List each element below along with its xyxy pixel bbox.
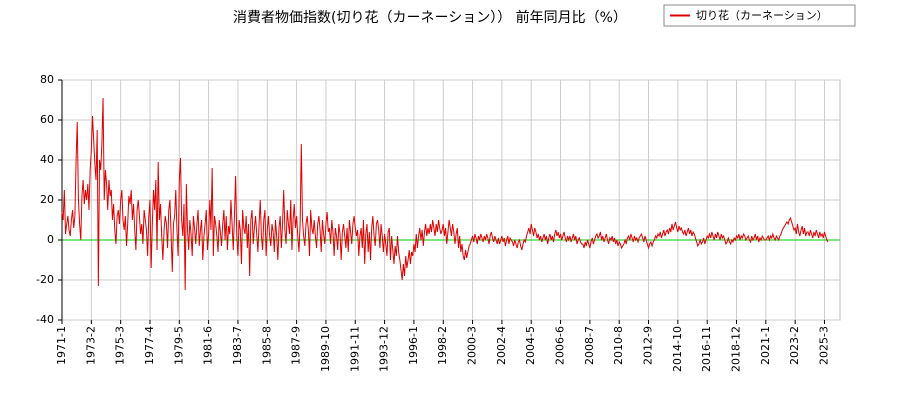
x-tick-label: 2010-8 [612,326,625,365]
x-tick-label: 1975-3 [114,326,127,365]
x-tick-label: 2021-1 [759,326,772,365]
x-tick-label: 2014-10 [671,326,684,372]
legend: 切り花（カーネーション） [663,4,856,27]
x-tick-label: 2016-11 [700,326,713,372]
x-tick-label: 2025-3 [817,326,830,365]
y-tick-label: 80 [40,73,54,86]
x-tick-label: 2000-3 [466,326,479,365]
chart-title: 消費者物価指数(切り花（カーネーション）） 前年同月比（%） [233,9,627,26]
y-tick-label: -20 [36,273,54,286]
x-tick-label: 2018-12 [730,326,743,372]
x-tick-label: 1985-8 [260,326,273,365]
legend-label: 切り花（カーネーション） [696,9,828,22]
y-tick-label: -40 [36,313,54,326]
x-tick-label: 1983-7 [231,326,244,365]
y-tick-label: 60 [40,113,54,126]
x-tick-label: 1971-1 [55,326,68,365]
x-tick-label: 1977-4 [143,326,156,365]
x-tick-label: 1996-1 [407,326,420,365]
x-tick-label: 1993-12 [378,326,391,372]
legend-box [663,4,856,27]
y-tick-label: 40 [40,153,54,166]
x-tick-label: 2008-7 [583,326,596,365]
x-tick-label: 1998-2 [436,326,449,365]
x-tick-label: 2006-6 [554,326,567,365]
x-tick-label: 1981-6 [202,326,215,365]
x-tick-label: 1989-10 [319,326,332,372]
x-tick-label: 1991-11 [348,326,361,372]
x-tick-label: 2002-4 [495,326,508,365]
x-tick-label: 1979-5 [172,326,185,365]
x-tick-label: 2012-9 [642,326,655,365]
y-tick-label: 20 [40,193,54,206]
x-tick-label: 2004-5 [524,326,537,365]
y-tick-label: 0 [47,233,54,246]
x-tick-label: 2023-2 [788,326,801,365]
x-tick-label: 1987-9 [290,326,303,365]
data-line [61,97,829,291]
x-tick-label: 1973-2 [84,326,97,365]
